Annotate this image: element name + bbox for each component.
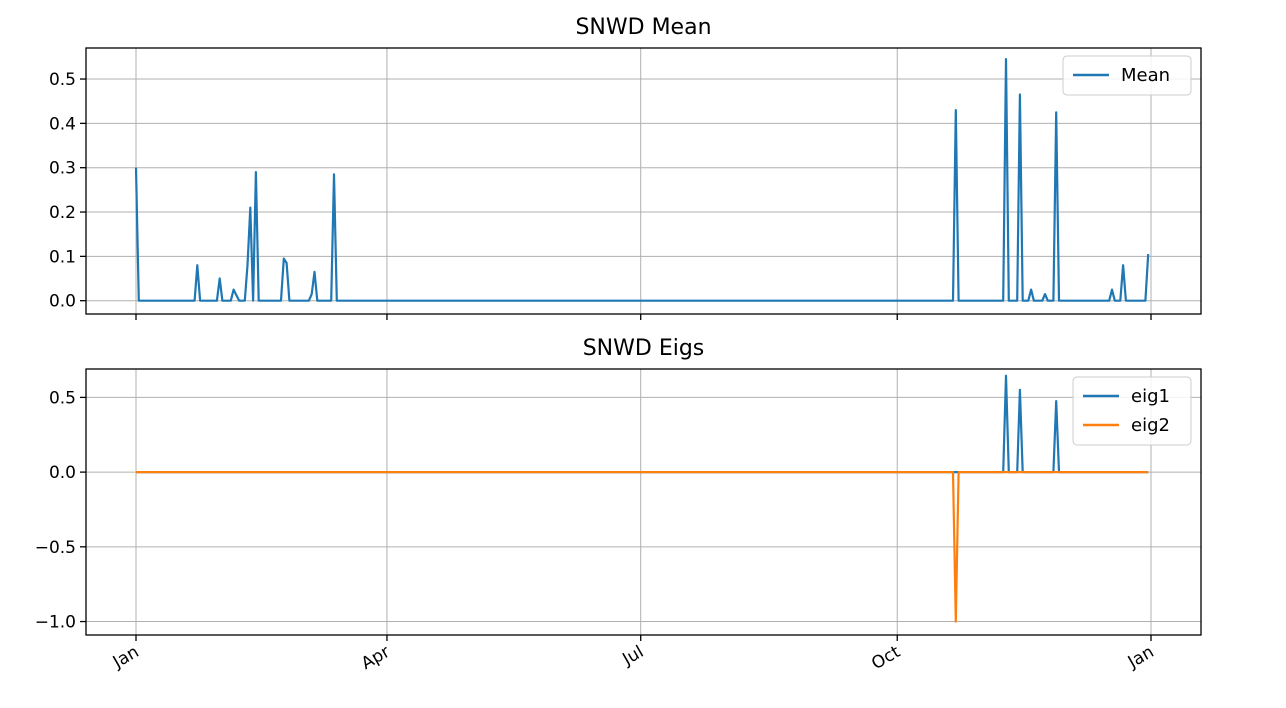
x-tick-label: Oct [868,642,904,674]
x-tick-label: Jan [1124,642,1158,673]
axes-frame [85,368,1202,636]
y-tick-label: 0.0 [49,463,76,483]
legend-box [1072,376,1192,446]
x-tick-label: Jan [109,642,143,673]
legend-label: eig1 [1131,386,1170,407]
y-tick-label: 0.5 [49,388,76,408]
series-line-Mean [134,58,1150,302]
legend-box [1062,55,1192,96]
x-tick-label: Apr [358,642,393,674]
x-tick-label: Jul [619,642,648,670]
subplot-2: SNWD Eigs −1.0 −0.5 0.0 0.5 Jan Apr Jul Oct Jan ei… [35,336,1202,674]
y-tick-label: 0.5 [49,70,76,90]
subplot-1: SNWD Mean 0.0 0.1 0.2 0.3 0.4 0.5 Mean [49,15,1202,320]
y-tick-label: 0.3 [49,159,76,179]
legend-label: eig2 [1131,415,1170,436]
y-tick-label: 0.1 [49,247,76,267]
series-line-eig2 [136,471,1149,623]
subplot-title: SNWD Mean [575,15,711,40]
legend-label: Mean [1121,65,1170,86]
subplot-title: SNWD Eigs [583,336,705,361]
y-tick-label: 0.4 [49,114,76,134]
y-tick-label: −0.5 [35,538,76,558]
y-tick-label: −1.0 [35,613,76,633]
y-tick-label: 0.0 [49,292,76,312]
y-tick-label: 0.2 [49,203,76,223]
legend: eig1 eig2 [1072,376,1192,446]
axes-frame [85,47,1202,315]
legend: Mean [1062,55,1192,96]
series-line-eig1 [136,374,1149,474]
